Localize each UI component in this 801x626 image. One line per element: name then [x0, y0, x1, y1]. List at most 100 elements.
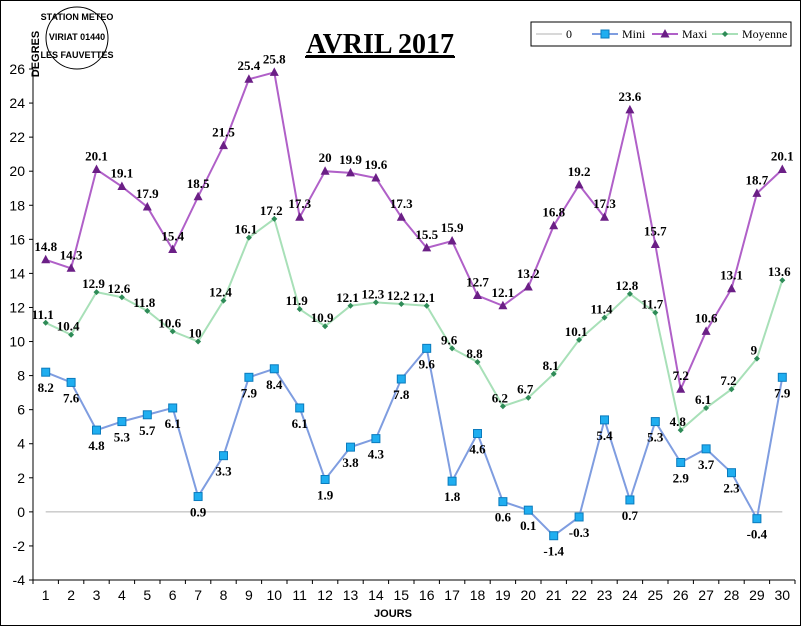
y-tick-label: 6 [17, 402, 25, 418]
mini-point [219, 451, 228, 461]
mini-data-label: 6.1 [165, 416, 181, 431]
maxi-data-label: 17.9 [136, 186, 159, 201]
maxi-data-label: 23.6 [619, 89, 642, 104]
y-tick-label: -4 [13, 572, 26, 588]
mini-data-label: 7.8 [393, 387, 410, 402]
x-tick-label: 21 [546, 587, 562, 603]
maxi-data-label: 15.4 [161, 229, 184, 244]
moyenne-data-label: 10.6 [158, 315, 181, 330]
maxi-data-label: 10.6 [695, 310, 718, 325]
x-tick-label: 24 [622, 587, 638, 603]
stamp-line-2: VIRIAT 01440 [49, 32, 105, 42]
mini-data-label: 0.1 [520, 518, 536, 533]
mini-point [676, 457, 686, 467]
mini-data-label: 0.6 [495, 510, 512, 525]
maxi-data-label: 13.2 [517, 266, 540, 281]
x-tick-label: 17 [444, 587, 460, 603]
moyenne-point [42, 319, 49, 326]
maxi-point [625, 104, 635, 114]
maxi-data-label: 15.7 [644, 223, 667, 238]
moyenne-data-label: 11.1 [32, 307, 54, 322]
maxi-point [117, 181, 127, 191]
legend: 0 Mini Maxi Moyenne [530, 21, 792, 47]
x-tick-label: 3 [93, 587, 101, 603]
moyenne-data-label: 8.1 [543, 358, 559, 373]
mini-data-label: 7.6 [63, 390, 80, 405]
x-tick-label: 25 [648, 587, 664, 603]
maxi-data-label: 19.9 [339, 152, 362, 167]
legend-items: 0 Mini Maxi Moyenne [536, 27, 787, 41]
y-tick-label: 4 [17, 436, 25, 452]
moyenne-point [245, 234, 252, 241]
series-layer [41, 67, 787, 541]
mini-point [371, 434, 381, 444]
y-tick-label: 16 [9, 231, 25, 247]
x-tick-label: 8 [220, 587, 228, 603]
station-stamp: STATION METEO VIRIAT 01440 LES FAUVETTES [40, 6, 114, 70]
x-tick-label: 6 [169, 587, 177, 603]
moyenne-data-label: 12.8 [616, 278, 639, 293]
moyenne-point [93, 289, 100, 296]
mini-data-label: 3.8 [342, 455, 359, 470]
maxi-data-label: 12.1 [492, 285, 515, 300]
maxi-point [244, 74, 254, 83]
moyenne-point [550, 370, 557, 377]
moyenne-data-label: 6.2 [492, 390, 508, 405]
maxi-point [701, 326, 711, 335]
x-tick-label: 2 [67, 587, 75, 603]
x-tick-label: 7 [194, 587, 202, 603]
x-tick-label: 26 [673, 587, 689, 603]
mini-point [447, 476, 457, 486]
maxi-point [650, 239, 660, 248]
stamp-line-1: STATION METEO [41, 12, 114, 22]
maxi-point [498, 300, 508, 310]
moyenne-data-label: 6.7 [517, 382, 534, 397]
moyenne-data-label: 12.6 [108, 281, 131, 296]
moyenne-data-label: 7.2 [720, 373, 736, 388]
maxi-data-label: 7.2 [673, 368, 689, 383]
maxi-data-label: 17.3 [593, 196, 616, 211]
mini-point [193, 492, 203, 502]
maxi-data-label: 20.1 [85, 148, 108, 163]
y-tick-label: 10 [9, 334, 25, 350]
mini-point [650, 417, 660, 427]
moyenne-data-label: 9 [751, 343, 758, 358]
maxi-data-label: 20 [319, 150, 332, 165]
maxi-data-label: 15.5 [415, 227, 438, 242]
y-axis-label: DEGRES [30, 31, 42, 77]
x-tick-label: 28 [724, 587, 740, 603]
legend-label-moyenne: Moyenne [742, 27, 787, 41]
x-tick-label: 30 [775, 587, 791, 603]
mini-point [549, 531, 559, 541]
moyenne-data-label: 11.8 [133, 295, 156, 310]
maxi-point [346, 167, 355, 177]
maxi-point [396, 212, 406, 221]
moyenne-point [220, 297, 227, 304]
maxi-point [752, 188, 762, 197]
mini-data-label: 5.3 [647, 430, 664, 445]
moyenne-point [626, 290, 633, 297]
maxi-point [549, 220, 559, 230]
mini-point [752, 514, 762, 524]
moyenne-point [474, 358, 481, 365]
mini-data-label: 0.7 [622, 508, 639, 523]
maxi-data-label: 14.3 [60, 247, 83, 262]
maxi-data-label: 20.1 [771, 148, 794, 163]
maxi-data-label: 19.1 [111, 166, 134, 181]
moyenne-data-label: 8.8 [466, 346, 483, 361]
mini-point [142, 410, 152, 420]
mini-data-label: 7.9 [241, 385, 258, 400]
moyenne-point [296, 306, 303, 313]
y-tick-label: 24 [9, 95, 25, 111]
maxi-data-label: 25.8 [263, 51, 286, 66]
legend-label-zero: 0 [566, 27, 572, 41]
moyenne-point [449, 345, 456, 352]
mini-point [244, 372, 254, 382]
mini-point [625, 495, 635, 505]
maxi-point [320, 166, 330, 175]
maxi-data-label: 18.7 [746, 172, 769, 187]
legend-label-mini: Mini [622, 27, 646, 41]
moyenne-data-label: 12.2 [387, 288, 410, 303]
